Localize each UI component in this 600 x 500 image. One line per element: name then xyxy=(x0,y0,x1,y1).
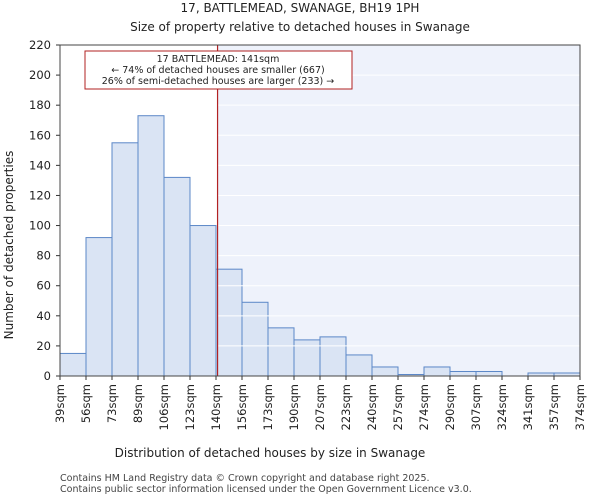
x-tick-label: 307sqm xyxy=(469,384,483,430)
y-tick-label: 80 xyxy=(36,249,51,263)
annotation-box: 17 BATTLEMEAD: 141sqm ← 74% of detached … xyxy=(84,50,353,90)
x-axis: 39sqm 56sqm 73sqm 89sqm 106sqm 123sqm 140sqm 15… xyxy=(53,376,587,430)
x-tick-label: 274sqm xyxy=(417,384,431,430)
y-tick-label: 200 xyxy=(29,68,51,82)
plot-frame xyxy=(59,44,581,377)
y-tick-label: 220 xyxy=(29,38,51,52)
x-tick-label: 39sqm xyxy=(53,384,67,423)
x-tick-label: 156sqm xyxy=(235,384,249,430)
annotation-line-1: 17 BATTLEMEAD: 141sqm xyxy=(157,54,280,65)
y-tick-label: 40 xyxy=(36,309,51,323)
x-tick-label: 324sqm xyxy=(495,384,509,430)
bar xyxy=(111,142,139,377)
bar xyxy=(267,327,295,377)
bar xyxy=(423,366,451,377)
bar xyxy=(371,366,399,377)
footer-line-2: Contains public sector information licen… xyxy=(60,484,472,495)
x-tick-label: 290sqm xyxy=(443,384,457,430)
bar xyxy=(449,370,477,377)
x-tick-label: 173sqm xyxy=(261,384,275,430)
y-axis-label: Number of detached properties xyxy=(2,151,16,340)
footer-line-1: Contains HM Land Registry data © Crown c… xyxy=(60,473,430,484)
bar xyxy=(85,237,113,377)
x-tick-label: 374sqm xyxy=(573,384,587,430)
x-tick-label: 207sqm xyxy=(313,384,327,430)
annotation-frame xyxy=(84,50,353,90)
y-tick-label: 140 xyxy=(29,158,51,172)
chart-subtitle: Size of property relative to detached ho… xyxy=(130,20,470,34)
x-tick-label: 123sqm xyxy=(183,384,197,430)
y-tick-label: 160 xyxy=(29,128,51,142)
bar xyxy=(137,115,165,377)
x-tick-label: 56sqm xyxy=(79,384,93,423)
bar xyxy=(163,176,191,377)
y-tick-label: 100 xyxy=(29,219,51,233)
y-tick-label: 0 xyxy=(44,369,51,383)
annotation-line-2: ← 74% of detached houses are smaller (66… xyxy=(111,65,324,76)
bar xyxy=(215,268,243,377)
y-tick-label: 60 xyxy=(36,279,51,293)
annotation-line-3: 26% of semi-detached houses are larger (… xyxy=(102,76,335,87)
bar xyxy=(293,339,321,377)
bar xyxy=(345,354,373,377)
larger-region-background xyxy=(217,45,580,376)
y-tick-label: 120 xyxy=(29,188,51,202)
y-tick-label: 20 xyxy=(36,339,51,353)
x-tick-label: 257sqm xyxy=(391,384,405,430)
bar xyxy=(319,336,347,377)
x-axis-label: Distribution of detached houses by size … xyxy=(115,446,426,460)
x-tick-label: 223sqm xyxy=(339,384,353,430)
x-tick-label: 357sqm xyxy=(547,384,561,430)
x-tick-label: 190sqm xyxy=(287,384,301,430)
x-tick-label: 89sqm xyxy=(131,384,145,423)
bar xyxy=(189,225,217,377)
x-tick-label: 106sqm xyxy=(157,384,171,430)
bar xyxy=(241,301,269,377)
bar xyxy=(59,352,87,377)
x-tick-label: 140sqm xyxy=(209,384,223,430)
x-tick-label: 73sqm xyxy=(105,384,119,423)
y-tick-label: 180 xyxy=(29,98,51,112)
bar xyxy=(475,370,503,377)
x-tick-label: 240sqm xyxy=(365,384,379,430)
x-tick-label: 341sqm xyxy=(521,384,535,430)
chart-title: 17, BATTLEMEAD, SWANAGE, BH19 1PH xyxy=(181,1,420,15)
